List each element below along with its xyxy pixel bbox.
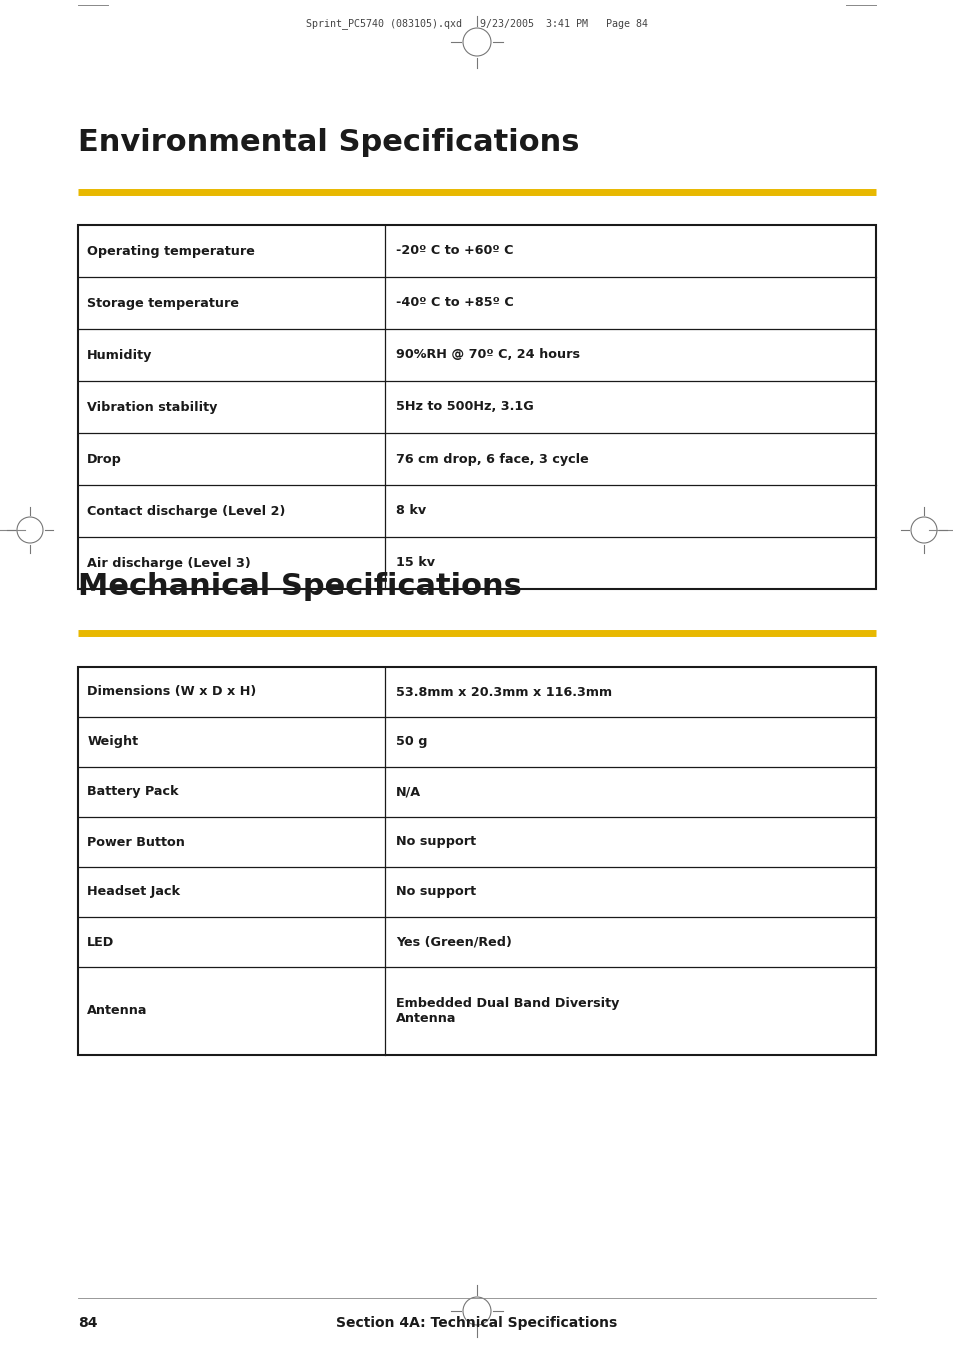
Text: Dimensions (W x D x H): Dimensions (W x D x H) (87, 685, 256, 699)
Text: Drop: Drop (87, 452, 122, 465)
Text: Embedded Dual Band Diversity
Antenna: Embedded Dual Band Diversity Antenna (395, 997, 619, 1025)
Bar (78, 225, 875, 590)
Text: No support: No support (395, 835, 476, 849)
Text: Environmental Specifications: Environmental Specifications (78, 128, 579, 156)
Text: 76 cm drop, 6 face, 3 cycle: 76 cm drop, 6 face, 3 cycle (395, 452, 588, 465)
Text: Antenna: Antenna (87, 1004, 148, 1017)
Text: Weight: Weight (87, 735, 138, 749)
Text: Air discharge (Level 3): Air discharge (Level 3) (87, 557, 251, 569)
Text: Operating temperature: Operating temperature (87, 244, 254, 258)
Text: 15 kv: 15 kv (395, 557, 435, 569)
Text: Contact discharge (Level 2): Contact discharge (Level 2) (87, 505, 285, 518)
Text: Vibration stability: Vibration stability (87, 401, 217, 414)
Text: -20º C to +60º C: -20º C to +60º C (395, 244, 514, 258)
Text: 50 g: 50 g (395, 735, 427, 749)
Text: 53.8mm x 20.3mm x 116.3mm: 53.8mm x 20.3mm x 116.3mm (395, 685, 612, 699)
Text: 84: 84 (78, 1317, 97, 1330)
Text: Mechanical Specifications: Mechanical Specifications (78, 572, 521, 602)
Bar (78, 666, 875, 1055)
Text: Section 4A: Technical Specifications: Section 4A: Technical Specifications (336, 1317, 617, 1330)
Text: 90%RH @ 70º C, 24 hours: 90%RH @ 70º C, 24 hours (395, 348, 579, 362)
Text: LED: LED (87, 935, 114, 948)
Text: Yes (Green/Red): Yes (Green/Red) (395, 935, 512, 948)
Text: Storage temperature: Storage temperature (87, 297, 239, 309)
Text: -40º C to +85º C: -40º C to +85º C (395, 297, 514, 309)
Text: No support: No support (395, 885, 476, 898)
Text: Battery Pack: Battery Pack (87, 785, 178, 799)
Text: Headset Jack: Headset Jack (87, 885, 180, 898)
Text: Sprint_PC5740 (083105).qxd   9/23/2005  3:41 PM   Page 84: Sprint_PC5740 (083105).qxd 9/23/2005 3:4… (306, 18, 647, 28)
Text: 5Hz to 500Hz, 3.1G: 5Hz to 500Hz, 3.1G (395, 401, 534, 414)
Text: Power Button: Power Button (87, 835, 185, 849)
Text: 8 kv: 8 kv (395, 505, 426, 518)
Text: Humidity: Humidity (87, 348, 152, 362)
Text: N/A: N/A (395, 785, 421, 799)
